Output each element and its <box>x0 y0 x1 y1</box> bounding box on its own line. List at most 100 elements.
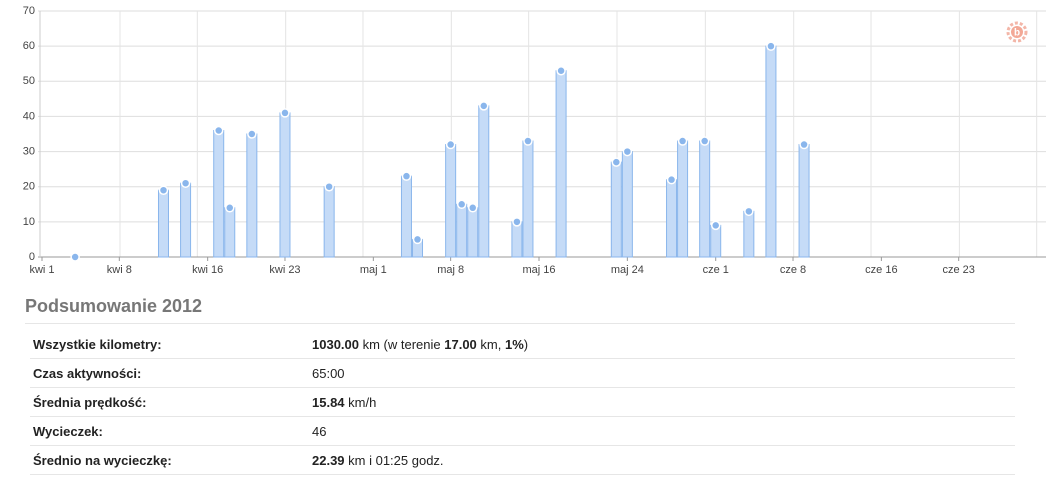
value-part: km, <box>476 336 505 352</box>
chart: b 0 10 20 30 40 50 60 70 kwi 1 kwi 8 kwi 16 kwi 23 m… <box>23 5 1046 276</box>
y-tick-label: 60 <box>23 40 35 52</box>
bar-marker <box>744 206 754 217</box>
x-tick-label: cze 23 <box>942 264 974 276</box>
row-label: Średnio na wycieczkę: <box>33 452 172 468</box>
row-value: 65:00 <box>312 366 345 381</box>
bar-marker <box>523 136 533 146</box>
x-tick-label: maj 1 <box>360 264 387 276</box>
bar-marker <box>699 136 710 146</box>
bar-marker <box>467 203 478 213</box>
value-part: km i 01:25 godz. <box>344 452 444 468</box>
bar <box>157 189 169 258</box>
row-label: Średnia prędkość: <box>33 394 147 410</box>
bar-marker <box>766 41 776 51</box>
value-part: 22.39 <box>312 452 345 468</box>
bar <box>456 203 468 258</box>
bar-marker <box>666 174 677 185</box>
value-part: 15.84 <box>312 394 345 410</box>
svg-text:b: b <box>1014 28 1020 39</box>
bar <box>699 140 711 258</box>
bar-marker <box>710 220 721 231</box>
bar <box>224 207 236 258</box>
bar-marker <box>70 252 80 262</box>
bar-marker <box>512 217 522 227</box>
value-part: 1% <box>504 336 524 352</box>
x-tick-label: cze 1 <box>703 264 729 276</box>
bar-marker <box>401 171 412 181</box>
value-part: ) <box>523 336 529 352</box>
row-label: Wszystkie kilometry: <box>33 336 162 352</box>
summary-title: Podsumowanie 2012 <box>25 296 1015 324</box>
value-part: km/h <box>344 394 377 410</box>
bar-marker <box>180 178 191 188</box>
bar <box>467 207 479 258</box>
bar <box>621 151 633 258</box>
y-tick-label: 30 <box>23 145 35 157</box>
value-part: 46 <box>312 423 327 439</box>
summary-row: Średnio na wycieczkę: 22.39 km i 01:25 go… <box>30 446 1015 475</box>
bar <box>180 182 192 258</box>
x-tick-label: maj 16 <box>522 264 555 276</box>
x-tick-label: kwi 8 <box>107 264 132 276</box>
bar-marker <box>556 65 566 76</box>
summary-row: Wycieczek: 46 <box>30 417 1015 446</box>
bar-marker <box>225 203 235 213</box>
bar-marker <box>412 234 423 245</box>
bar-marker <box>677 136 688 146</box>
y-tick-label: 0 <box>29 251 35 263</box>
bar <box>666 179 678 258</box>
bar <box>246 133 258 258</box>
value-part: 65:00 <box>312 365 345 381</box>
bar-marker <box>611 157 622 167</box>
summary-row: Średnia prędkość: 15.84 km/h <box>30 388 1015 417</box>
x-tick-label: cze 16 <box>865 264 897 276</box>
bar-marker <box>158 185 169 195</box>
bar <box>677 140 689 258</box>
x-tick-label: cze 8 <box>780 264 806 276</box>
bar <box>445 144 457 258</box>
row-value: 22.39 km i 01:25 godz. <box>312 453 444 468</box>
bar-marker <box>280 108 290 118</box>
bar-marker <box>247 129 257 139</box>
value-part: 1030.00 <box>312 336 359 352</box>
summary-rows: Wszystkie kilometry: 1030.00 km (w tereni… <box>25 330 1015 475</box>
row-label: Wycieczek: <box>33 423 103 439</box>
y-tick-label: 70 <box>23 5 35 17</box>
bar <box>765 45 777 258</box>
logo: b <box>1006 21 1028 43</box>
value-part: 17.00 <box>444 336 477 352</box>
row-value: 15.84 km/h <box>312 395 376 410</box>
x-tick-label: maj 24 <box>611 264 644 276</box>
bar <box>610 161 622 258</box>
bar <box>511 221 523 258</box>
summary: Podsumowanie 2012 Wszystkie kilometry: 10… <box>25 296 1015 475</box>
bar <box>478 105 490 258</box>
bar <box>400 175 412 258</box>
bar <box>555 70 567 258</box>
bar-marker <box>622 146 633 157</box>
x-tick-label: kwi 23 <box>269 264 300 276</box>
y-tick-label: 20 <box>23 181 35 193</box>
x-tick-label: maj 8 <box>437 264 464 276</box>
bar-marker <box>799 139 809 150</box>
x-tick-label: kwi 1 <box>29 264 54 276</box>
bar <box>213 129 225 258</box>
bar-marker <box>479 101 489 111</box>
row-value: 1030.00 km (w terenie 17.00 km, 1%) <box>312 337 528 352</box>
y-tick-label: 40 <box>23 110 35 122</box>
bar <box>323 186 335 258</box>
bar-marker <box>324 181 334 192</box>
value-part: km (w terenie <box>359 336 445 352</box>
row-value: 46 <box>312 424 326 439</box>
summary-row: Czas aktywności: 65:00 <box>30 359 1015 388</box>
bar-marker <box>445 139 456 150</box>
bar <box>743 210 755 258</box>
bar <box>279 112 291 258</box>
bar <box>798 144 810 258</box>
bar <box>522 140 534 258</box>
row-label: Czas aktywności: <box>33 365 142 381</box>
summary-row: Wszystkie kilometry: 1030.00 km (w tereni… <box>30 330 1015 359</box>
y-tick-label: 50 <box>23 75 35 87</box>
bar-marker <box>213 125 224 136</box>
x-tick-label: kwi 16 <box>192 264 223 276</box>
